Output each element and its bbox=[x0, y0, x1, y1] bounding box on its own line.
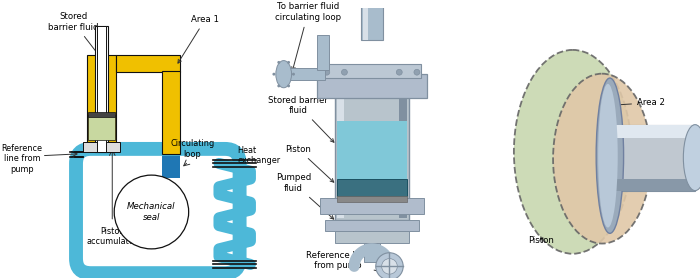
Circle shape bbox=[376, 253, 403, 278]
Text: Reference line
from pump: Reference line from pump bbox=[307, 251, 386, 274]
Bar bbox=[337, 96, 344, 218]
Circle shape bbox=[287, 61, 290, 64]
Text: Heat
exchanger: Heat exchanger bbox=[237, 146, 281, 165]
Bar bbox=[335, 231, 409, 243]
Ellipse shape bbox=[514, 50, 631, 254]
Text: Stored barrier
fluid: Stored barrier fluid bbox=[268, 96, 334, 142]
Bar bbox=[337, 121, 407, 179]
Circle shape bbox=[324, 69, 330, 75]
Text: Area 2: Area 2 bbox=[616, 98, 665, 107]
Bar bbox=[363, 0, 368, 40]
Bar bbox=[337, 197, 407, 202]
Ellipse shape bbox=[683, 125, 700, 191]
Circle shape bbox=[114, 175, 189, 249]
Text: Area 1: Area 1 bbox=[178, 15, 219, 63]
Bar bbox=[94, 26, 108, 152]
Circle shape bbox=[277, 61, 280, 64]
Bar bbox=[97, 26, 106, 152]
Bar bbox=[335, 94, 409, 220]
Bar bbox=[286, 68, 325, 80]
Bar bbox=[87, 55, 116, 142]
Circle shape bbox=[396, 69, 402, 75]
Bar bbox=[325, 220, 419, 231]
Text: Pumped
fluid: Pumped fluid bbox=[276, 173, 334, 219]
Bar bbox=[317, 74, 427, 98]
Text: Piston rod: Piston rod bbox=[650, 152, 692, 161]
Bar bbox=[317, 35, 329, 70]
Bar bbox=[337, 195, 407, 202]
Bar bbox=[610, 179, 695, 191]
Text: Circulating
loop: Circulating loop bbox=[171, 139, 215, 159]
Ellipse shape bbox=[553, 74, 651, 244]
Text: Reference
line from
pump: Reference line from pump bbox=[1, 144, 43, 173]
Text: Piston
rod: Piston rod bbox=[0, 277, 1, 278]
Text: Mechanical
seal: Mechanical seal bbox=[127, 202, 176, 222]
Text: Piston: Piston bbox=[528, 236, 554, 245]
Circle shape bbox=[292, 73, 295, 76]
Bar bbox=[162, 71, 180, 154]
Ellipse shape bbox=[596, 78, 624, 233]
Circle shape bbox=[342, 69, 347, 75]
Ellipse shape bbox=[598, 84, 617, 227]
Bar bbox=[323, 64, 421, 78]
Bar bbox=[610, 125, 695, 191]
Circle shape bbox=[382, 259, 398, 274]
Ellipse shape bbox=[276, 61, 291, 88]
Text: Stored
barrier fluid: Stored barrier fluid bbox=[48, 12, 99, 56]
Bar bbox=[364, 243, 379, 262]
Bar bbox=[610, 125, 695, 138]
Circle shape bbox=[277, 85, 280, 87]
Bar bbox=[361, 0, 383, 40]
Bar bbox=[399, 96, 407, 218]
Text: Piston: Piston bbox=[286, 145, 334, 182]
Bar bbox=[116, 55, 180, 72]
Bar bbox=[88, 115, 116, 140]
Bar bbox=[162, 152, 180, 178]
Circle shape bbox=[287, 85, 290, 87]
Circle shape bbox=[414, 69, 420, 75]
Bar bbox=[88, 112, 116, 117]
Bar bbox=[337, 179, 407, 197]
Text: Piston
accumulator: Piston accumulator bbox=[87, 227, 138, 246]
Bar bbox=[83, 142, 120, 152]
Circle shape bbox=[272, 73, 275, 76]
Text: To barrier fluid
circulating loop: To barrier fluid circulating loop bbox=[275, 3, 341, 70]
Bar bbox=[320, 198, 424, 214]
